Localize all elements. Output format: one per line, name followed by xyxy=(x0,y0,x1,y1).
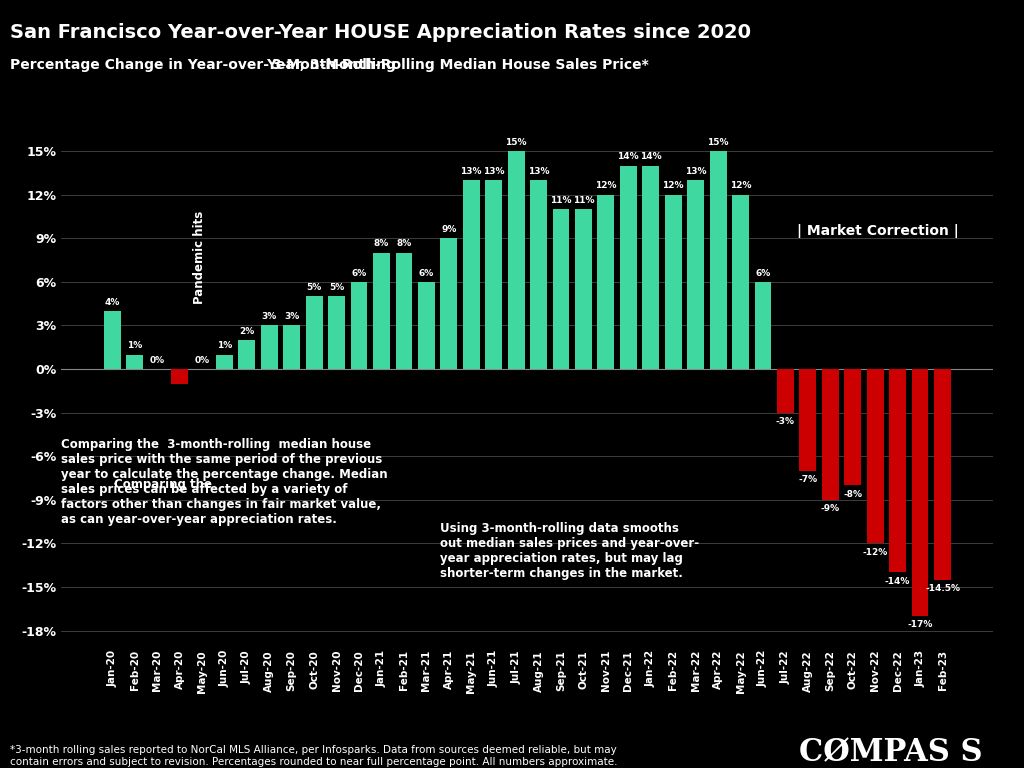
Bar xyxy=(620,166,637,369)
Text: 13%: 13% xyxy=(685,167,707,176)
Text: Pandemic hits: Pandemic hits xyxy=(194,210,206,303)
Bar xyxy=(597,195,614,369)
Text: 5%: 5% xyxy=(306,283,322,292)
Bar xyxy=(373,253,390,369)
Text: 13%: 13% xyxy=(527,167,549,176)
Bar xyxy=(485,180,502,369)
Bar xyxy=(239,340,255,369)
Bar xyxy=(508,151,524,369)
Text: -3%: -3% xyxy=(776,417,795,426)
Text: 12%: 12% xyxy=(730,181,752,190)
Bar xyxy=(261,326,278,369)
Text: San Francisco Year-over-Year HOUSE Appreciation Rates since 2020: San Francisco Year-over-Year HOUSE Appre… xyxy=(10,23,752,42)
Text: -8%: -8% xyxy=(843,490,862,498)
Text: 11%: 11% xyxy=(550,196,571,205)
Text: 1%: 1% xyxy=(127,341,142,350)
Text: Comparing the  3-month-rolling  median house
sales price with the same period of: Comparing the 3-month-rolling median hou… xyxy=(61,438,388,526)
Bar xyxy=(329,296,345,369)
Bar xyxy=(642,166,659,369)
Bar xyxy=(732,195,749,369)
Bar xyxy=(530,180,547,369)
Text: 13%: 13% xyxy=(483,167,505,176)
Text: -7%: -7% xyxy=(799,475,817,484)
Bar xyxy=(575,209,592,369)
Bar xyxy=(284,326,300,369)
Bar xyxy=(103,311,121,369)
Text: Comparing the: Comparing the xyxy=(115,478,216,491)
Text: 12%: 12% xyxy=(595,181,616,190)
Text: 15%: 15% xyxy=(506,137,527,147)
Bar xyxy=(463,180,479,369)
Text: 5%: 5% xyxy=(329,283,344,292)
Text: 3%: 3% xyxy=(284,312,299,321)
Bar xyxy=(800,369,816,471)
Bar xyxy=(866,369,884,544)
Bar xyxy=(171,369,188,383)
Bar xyxy=(889,369,906,572)
Bar xyxy=(350,282,368,369)
Bar xyxy=(755,282,771,369)
Text: Percentage Change in Year-over-Year, 3-Month-Rolling Median House Sales Price*: Percentage Change in Year-over-Year, 3-M… xyxy=(10,58,649,71)
Text: 3-Month-Rolling: 3-Month-Rolling xyxy=(271,58,396,71)
Text: | Market Correction |: | Market Correction | xyxy=(797,224,958,238)
Text: 3%: 3% xyxy=(262,312,276,321)
Bar xyxy=(126,355,143,369)
Text: 1%: 1% xyxy=(217,341,232,350)
Bar xyxy=(687,180,705,369)
Text: -12%: -12% xyxy=(862,548,888,557)
Bar xyxy=(440,238,458,369)
Text: -17%: -17% xyxy=(907,621,933,630)
Bar xyxy=(777,369,794,412)
Text: 0%: 0% xyxy=(195,356,210,365)
Bar xyxy=(710,151,726,369)
Bar xyxy=(845,369,861,485)
Text: 14%: 14% xyxy=(617,152,639,161)
Text: 13%: 13% xyxy=(461,167,482,176)
Text: 11%: 11% xyxy=(572,196,594,205)
Text: 12%: 12% xyxy=(663,181,684,190)
Text: -14.5%: -14.5% xyxy=(925,584,961,593)
Text: 6%: 6% xyxy=(419,269,434,277)
Text: 0%: 0% xyxy=(150,356,165,365)
Text: 8%: 8% xyxy=(374,240,389,249)
Bar xyxy=(553,209,569,369)
Text: CØMPAS S: CØMPAS S xyxy=(799,737,982,768)
Bar xyxy=(911,369,929,616)
Bar xyxy=(822,369,839,500)
Bar xyxy=(418,282,435,369)
Text: 6%: 6% xyxy=(351,269,367,277)
Text: Using 3-month-rolling data smooths
out median sales prices and year-over-
year a: Using 3-month-rolling data smooths out m… xyxy=(440,522,699,581)
Text: 15%: 15% xyxy=(708,137,729,147)
Text: 2%: 2% xyxy=(240,326,255,336)
Text: -14%: -14% xyxy=(885,577,910,586)
Bar xyxy=(306,296,323,369)
Bar xyxy=(395,253,413,369)
Text: 9%: 9% xyxy=(441,225,457,234)
Text: -9%: -9% xyxy=(821,504,840,513)
Text: 14%: 14% xyxy=(640,152,662,161)
Bar xyxy=(216,355,232,369)
Text: 8%: 8% xyxy=(396,240,412,249)
Text: *3-month rolling sales reported to NorCal MLS Alliance, per Infosparks. Data fro: *3-month rolling sales reported to NorCa… xyxy=(10,745,617,766)
Bar xyxy=(665,195,682,369)
Text: 6%: 6% xyxy=(756,269,771,277)
Bar xyxy=(934,369,951,580)
Text: 4%: 4% xyxy=(104,297,120,306)
